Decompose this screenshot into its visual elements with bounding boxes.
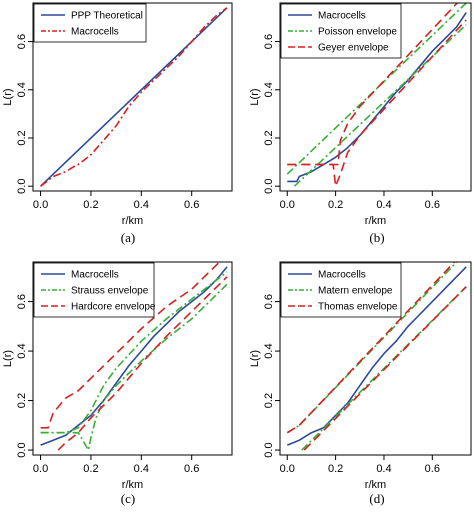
y-axis-label: L(r) — [249, 88, 261, 105]
panel-caption: (d) — [369, 491, 384, 506]
y-tick-label: 0.2 — [263, 393, 275, 408]
y-tick-label: 0.4 — [263, 82, 275, 97]
chart-panel-c: 0.0 0.2 0.4 0.6 0.0 0.2 0.4 0.6 r/km L(r) Macrocel… — [2, 261, 233, 506]
series-group — [286, 262, 467, 451]
legend: Macrocells Strauss envelope Hardcore envel… — [33, 262, 156, 318]
chart-panel-d: 0.0 0.2 0.4 0.6 0.0 0.2 0.4 0.6 r/km L(r) Macrocel… — [249, 261, 472, 506]
x-tick-label: 0.4 — [376, 199, 391, 211]
y-tick-label: 0.0 — [263, 179, 275, 194]
panel-caption: (c) — [121, 491, 135, 506]
legend-label: Geyer envelope — [318, 43, 389, 54]
x-tick-label: 0.0 — [33, 463, 48, 475]
y-tick-label: 0.6 — [16, 294, 28, 309]
legend-label: Macrocells — [318, 270, 366, 281]
series-line-strauss-envelope-1 — [40, 271, 228, 434]
legend-label: Macrocells — [318, 11, 366, 22]
x-tick-label: 0.2 — [328, 199, 343, 211]
legend-label: Macrocells — [71, 27, 119, 38]
y-tick-label: 0.2 — [16, 393, 28, 408]
x-tick-label: 0.0 — [280, 463, 295, 475]
y-axis-label: L(r) — [2, 88, 14, 105]
legend-label: Poisson envelope — [318, 27, 397, 38]
y-tick-label: 0.2 — [263, 130, 275, 145]
x-tick-label: 0.6 — [184, 463, 199, 475]
y-tick-label: 0.0 — [16, 442, 28, 457]
series-line-strauss-envelope-2 — [40, 283, 228, 451]
series-line-macrocells-0 — [40, 266, 228, 446]
series-line-macrocells-0 — [286, 266, 467, 446]
series-group — [40, 262, 228, 451]
series-line-macrocells-1 — [40, 7, 228, 187]
y-tick-label: 0.6 — [16, 34, 28, 49]
series-line-hardcore-envelope-4 — [57, 276, 228, 451]
plot-frame — [279, 261, 472, 456]
panel-caption: (a) — [121, 230, 135, 245]
legend-label: Hardcore envelope — [71, 302, 156, 313]
x-tick-label: 0.6 — [184, 199, 199, 211]
x-tick-label: 0.2 — [83, 199, 98, 211]
chart-panel-a: 0.0 0.2 0.4 0.6 0.0 0.2 0.4 0.6 r/km L(r) PPP Theo… — [2, 2, 233, 245]
y-tick-label: 0.4 — [263, 343, 275, 358]
x-tick-label: 0.4 — [134, 463, 149, 475]
series-line-thomas-envelope-4 — [303, 286, 467, 451]
x-axis-label: r/km — [365, 479, 386, 491]
x-tick-label: 0.0 — [33, 199, 48, 211]
legend-label: Thomas envelope — [318, 302, 398, 313]
x-tick-label: 0.0 — [280, 199, 295, 211]
x-tick-label: 0.4 — [376, 463, 391, 475]
legend-label: Matern envelope — [318, 286, 393, 297]
legend-label: Strauss envelope — [71, 286, 149, 297]
x-tick-label: 0.2 — [83, 463, 98, 475]
plot-frame — [279, 2, 472, 192]
plot-frame — [32, 2, 233, 192]
series-line-poisson-envelope-1 — [286, 3, 467, 175]
series-line-ppp-theoretical-0 — [40, 7, 228, 187]
chart-panel-b: 0.0 0.2 0.4 0.6 0.0 0.2 0.4 0.6 r/km L(r) Macrocel… — [249, 2, 472, 245]
series-line-thomas-envelope-3 — [286, 262, 456, 434]
x-tick-label: 0.4 — [134, 199, 149, 211]
x-tick-label: 0.6 — [425, 463, 440, 475]
panel-caption: (b) — [369, 230, 384, 245]
legend: Macrocells Matern envelope Thomas envelope — [280, 262, 402, 318]
y-axis-label: L(r) — [249, 350, 261, 367]
y-tick-label: 0.6 — [263, 34, 275, 49]
legend-label: Macrocells — [71, 270, 119, 281]
y-tick-label: 0.6 — [263, 294, 275, 309]
x-tick-label: 0.6 — [425, 199, 440, 211]
legend-label: PPP Theoretical — [71, 11, 143, 22]
series-line-hardcore-envelope-3 — [40, 262, 221, 429]
y-tick-label: 0.2 — [16, 130, 28, 145]
x-axis-label: r/km — [122, 215, 143, 227]
legend: Macrocells Poisson envelope Geyer envelope — [280, 3, 402, 59]
legend: PPP Theoretical Macrocells — [33, 3, 147, 43]
plot-frame — [32, 261, 233, 456]
series-group — [40, 7, 228, 187]
y-tick-label: 0.0 — [16, 179, 28, 194]
series-group — [286, 3, 467, 187]
series-line-matern-envelope-2 — [301, 286, 467, 451]
x-axis-label: r/km — [122, 479, 143, 491]
y-tick-label: 0.4 — [16, 82, 28, 97]
x-axis-label: r/km — [365, 215, 386, 227]
y-tick-label: 0.0 — [263, 442, 275, 457]
legend-box — [33, 3, 147, 43]
x-tick-label: 0.2 — [328, 463, 343, 475]
y-tick-label: 0.4 — [16, 343, 28, 358]
y-axis-label: L(r) — [2, 350, 14, 367]
series-line-geyer-envelope-4 — [287, 19, 467, 187]
